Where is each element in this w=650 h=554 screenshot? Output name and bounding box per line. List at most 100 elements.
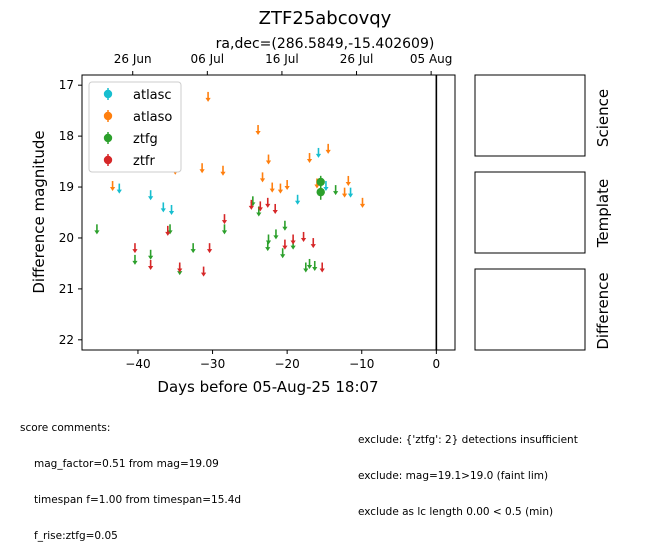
score-comment-line: mag_factor=0.51 from mag=19.09	[34, 458, 219, 470]
upper-limit-marker	[200, 266, 207, 277]
template-panel-label: Template	[594, 179, 612, 248]
upper-limit-marker	[333, 185, 339, 196]
limit-arrowhead	[165, 231, 171, 236]
limit-arrowhead	[284, 186, 290, 191]
y-axis-label: Difference magnitude	[30, 130, 48, 293]
y-tick-label: 22	[59, 333, 74, 347]
limit-arrowhead	[314, 184, 320, 189]
upper-limit-marker	[94, 224, 100, 235]
limit-arrowhead	[310, 244, 316, 249]
plot-frame	[81, 74, 456, 351]
upper-limit-marker	[280, 248, 286, 259]
y-tick-label: 21	[59, 282, 74, 296]
upper-limit-marker	[257, 201, 263, 212]
limit-arrowhead	[148, 265, 154, 270]
upper-limit-marker	[325, 143, 331, 154]
exclude-comment-line: exclude: {'ztfg': 2} detections insuffic…	[358, 434, 578, 446]
limit-arrowhead	[265, 160, 272, 165]
plot-area: −40 −30 −20 −10 0 17 18 19 20 21 22 26 Jun 06 Jul 16 …	[59, 52, 453, 371]
upper-limit-marker	[248, 199, 254, 210]
upper-limit-marker	[116, 183, 122, 194]
limit-arrowhead	[319, 268, 325, 273]
legend: atlasc atlaso ztfg ztfr	[88, 81, 182, 173]
limit-arrowhead	[306, 264, 313, 269]
legend-label: atlasc	[133, 88, 172, 103]
upper-limit-marker	[205, 91, 211, 102]
limit-arrowhead	[160, 208, 166, 213]
x-tick-label: −40	[125, 357, 150, 371]
upper-limit-marker	[165, 225, 171, 236]
upper-limit-marker	[220, 165, 226, 176]
limit-arrowhead	[132, 249, 138, 254]
upper-limit-marker	[148, 249, 154, 260]
limit-arrowhead	[109, 187, 116, 192]
upper-limit-marker	[265, 154, 272, 165]
upper-limit-marker	[255, 125, 261, 136]
limit-arrowhead	[290, 245, 296, 250]
legend-marker	[103, 133, 113, 143]
limit-arrowhead	[333, 191, 339, 196]
upper-limit-marker	[323, 181, 329, 192]
score-comment-line: timespan f=1.00 from timespan=15.4d	[34, 494, 242, 506]
y-tick-label: 18	[59, 129, 74, 143]
limit-arrowhead	[325, 149, 331, 154]
limit-arrowhead	[168, 210, 175, 215]
y-tick-label: 17	[59, 78, 74, 92]
upper-limit-marker	[206, 243, 213, 254]
upper-limit-marker	[190, 243, 196, 254]
upper-limit-marker	[290, 234, 296, 245]
limit-arrowhead	[220, 171, 226, 176]
limit-arrowhead	[359, 203, 366, 208]
limit-arrowhead	[265, 203, 271, 208]
limit-arrowhead	[323, 187, 329, 192]
limit-arrowhead	[257, 207, 263, 212]
limit-arrowhead	[269, 188, 275, 193]
upper-limit-marker	[132, 243, 138, 254]
top-axis-tick-label: 06 Jul	[191, 52, 225, 66]
legend-label: ztfg	[133, 132, 158, 147]
limit-arrowhead	[294, 200, 301, 205]
limit-arrowhead	[345, 181, 351, 186]
upper-limit-marker	[272, 203, 278, 214]
x-axis-label: Days before 05-Aug-25 18:07	[157, 378, 378, 396]
exclude-comment-line: exclude: mag=19.1>19.0 (faint lim)	[358, 470, 549, 482]
upper-limit-marker	[168, 204, 175, 215]
upper-limit-marker	[310, 238, 316, 249]
difference-panel	[474, 268, 586, 351]
limit-arrowhead	[341, 193, 348, 198]
exclude-comment-line: exclude as lc length 0.00 < 0.5 (min)	[358, 506, 554, 518]
limit-arrowhead	[282, 245, 288, 250]
difference-panel-label: Difference	[594, 272, 612, 349]
limit-arrowhead	[132, 260, 138, 265]
limit-arrowhead	[290, 240, 296, 245]
upper-limit-marker	[277, 183, 284, 194]
limit-arrowhead	[177, 271, 183, 276]
upper-limit-marker	[132, 254, 138, 265]
science-panel	[474, 74, 586, 157]
upper-limit-marker	[347, 187, 354, 198]
upper-limit-marker	[148, 259, 154, 270]
legend-box	[88, 81, 182, 173]
upper-limit-marker	[265, 197, 271, 208]
limit-arrowhead	[116, 189, 122, 194]
limit-arrowhead	[265, 240, 272, 245]
x-tick-label: −10	[349, 357, 374, 371]
limit-arrowhead	[280, 254, 286, 259]
limit-arrowhead	[221, 230, 228, 235]
upper-limit-marker	[265, 234, 272, 245]
upper-limit-marker	[284, 180, 290, 191]
limit-arrowhead	[148, 196, 154, 201]
limit-arrowhead	[273, 235, 279, 240]
upper-limit-marker	[282, 239, 288, 250]
legend-marker	[103, 89, 113, 99]
upper-limit-marker	[199, 163, 205, 174]
limit-arrowhead	[177, 268, 183, 273]
limit-arrowhead	[148, 255, 154, 260]
upper-limit-marker	[160, 202, 166, 213]
upper-limit-marker	[177, 262, 183, 273]
upper-limit-marker	[109, 181, 116, 192]
upper-limit-marker	[359, 197, 366, 208]
template-panel	[474, 171, 586, 254]
data-point	[316, 177, 325, 187]
top-axis-tick-label: 05 Aug	[410, 52, 453, 66]
